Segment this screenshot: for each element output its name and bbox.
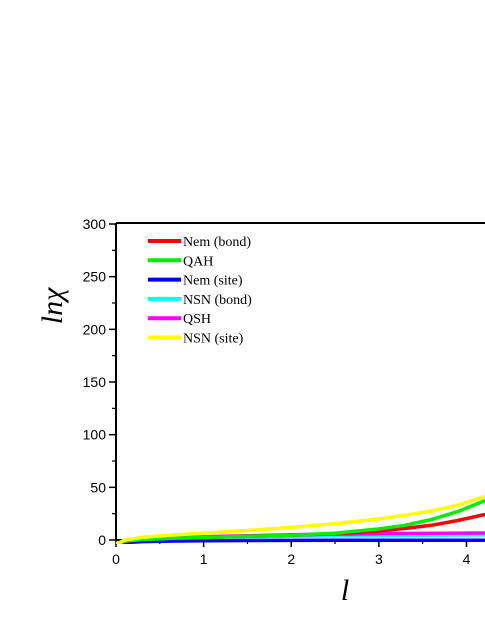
series-line-1: [116, 499, 485, 544]
x-tick-label: 2: [287, 551, 295, 567]
legend-label: Nem (site): [183, 274, 243, 289]
x-tick-label: 3: [375, 551, 383, 567]
x-tick-label: 0: [112, 551, 120, 567]
y-tick-label: 50: [90, 479, 106, 495]
legend-label: Nem (bond): [183, 235, 251, 250]
y-tick-label: 150: [83, 374, 107, 390]
series-line-5: [116, 495, 485, 544]
x-tick-label: 1: [200, 551, 208, 567]
y-tick-label: 0: [98, 532, 106, 548]
legend-label: NSN (site): [183, 332, 244, 347]
legend-label: QAH: [183, 254, 213, 269]
y-tick-label: 200: [83, 321, 107, 337]
y-tick-label: 250: [83, 269, 107, 285]
y-tick-label: 300: [83, 216, 107, 232]
legend-label: QSH: [183, 312, 211, 327]
series-lines: [116, 495, 485, 544]
x-axis-title: l: [341, 574, 349, 607]
y-axis-title: lnχ: [36, 287, 69, 324]
y-tick-label: 100: [83, 427, 107, 443]
series-line-2: [116, 538, 485, 544]
legend-label: NSN (bond): [183, 293, 252, 308]
x-tick-label: 4: [463, 551, 471, 567]
axes: [115, 222, 485, 541]
legend: Nem (bond) QAH Nem (site) NSN (bond) QSH NSN …: [148, 235, 252, 347]
